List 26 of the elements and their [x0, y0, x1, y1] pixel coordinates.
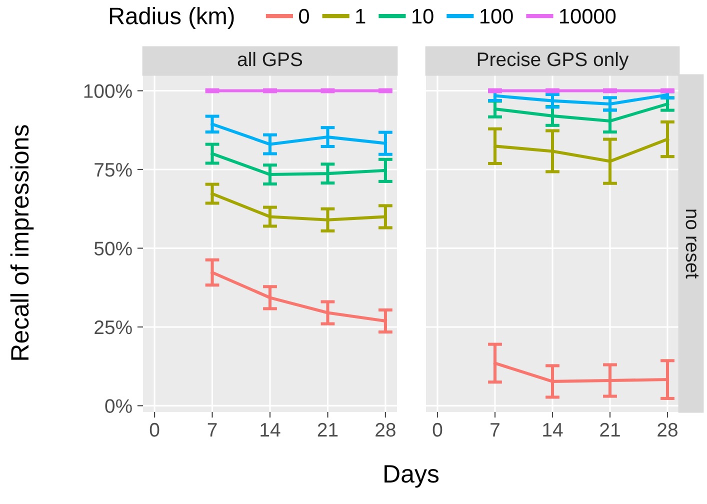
x-tick-label: 14 — [543, 423, 563, 437]
chart-title: all GPS — [238, 52, 302, 66]
chart-title: Precise GPS only — [478, 52, 629, 70]
legend-label: 10 — [412, 8, 434, 24]
x-tick-label: 7 — [208, 423, 217, 437]
x-axis-title: Days — [384, 465, 439, 488]
x-tick-label: 21 — [600, 422, 620, 437]
y-tick-label: 100% — [84, 84, 132, 98]
y-axis-title: Recall of impressions — [10, 125, 34, 360]
y-tick-label: 50% — [94, 242, 132, 256]
legend-label: 0 — [299, 8, 309, 24]
text: no reset — [686, 210, 699, 278]
legend-label: 1 — [356, 9, 366, 24]
y-tick-label: 0% — [105, 399, 132, 413]
x-tick-label: 28 — [658, 422, 678, 437]
x-tick-label: 21 — [318, 422, 338, 437]
x-tick-label: 14 — [260, 423, 280, 437]
legend-label: 10000 — [560, 8, 616, 24]
y-tick-label: 75% — [94, 163, 132, 177]
x-tick-label: 7 — [490, 423, 500, 437]
x-tick-label: 0 — [150, 422, 160, 437]
legend-title: Radius (km) — [110, 6, 234, 29]
x-tick-label: 28 — [376, 422, 396, 437]
legend-label: 100 — [480, 8, 513, 24]
x-tick-label: 0 — [432, 422, 442, 437]
y-tick-label: 25% — [94, 320, 132, 334]
